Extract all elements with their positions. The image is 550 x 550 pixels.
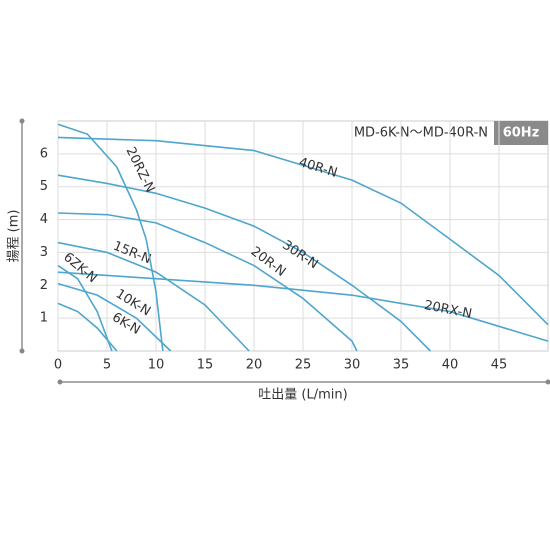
x-tick-label: 5 bbox=[103, 358, 111, 373]
curve bbox=[57, 271, 549, 342]
curve bbox=[57, 264, 113, 352]
x-axis-label: 吐出量 (L/min) bbox=[258, 388, 347, 403]
badge bbox=[494, 121, 548, 145]
x-tick-label: 15 bbox=[197, 358, 214, 373]
x-tick-label: 45 bbox=[491, 358, 508, 373]
curve bbox=[57, 282, 172, 352]
curve bbox=[57, 241, 250, 352]
axis-dot bbox=[19, 118, 25, 124]
y-tick-label: 4 bbox=[40, 212, 48, 227]
x-tick-label: 25 bbox=[295, 358, 312, 373]
axis-dot bbox=[19, 348, 25, 354]
x-tick-label: 10 bbox=[148, 358, 165, 373]
curve bbox=[57, 174, 431, 352]
chart-title: MD-6K-N～MD-40R-N bbox=[354, 126, 488, 141]
curve bbox=[57, 212, 358, 352]
x-tick-label: 20 bbox=[246, 358, 263, 373]
curve-label: 6ZK-N bbox=[60, 250, 99, 286]
chart-subtitle: 60Hz bbox=[503, 126, 540, 141]
x-tick-label: 40 bbox=[442, 358, 459, 373]
y-tick-label: 2 bbox=[40, 278, 48, 293]
axis-dot bbox=[57, 379, 63, 385]
x-tick-label: 35 bbox=[393, 358, 410, 373]
y-tick-label: 5 bbox=[40, 179, 48, 194]
curve bbox=[57, 123, 164, 352]
curve bbox=[57, 302, 118, 352]
y-tick-label: 3 bbox=[40, 245, 48, 260]
x-tick-label: 0 bbox=[54, 358, 62, 373]
curve bbox=[57, 136, 549, 326]
axis-dot bbox=[545, 379, 550, 385]
y-tick-label: 1 bbox=[40, 311, 48, 326]
y-axis-label: 揚程 (m) bbox=[6, 210, 22, 263]
x-tick-label: 30 bbox=[344, 358, 361, 373]
y-tick-label: 6 bbox=[40, 146, 48, 161]
